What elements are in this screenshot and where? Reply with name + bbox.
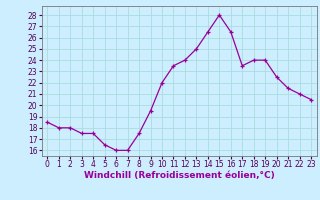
X-axis label: Windchill (Refroidissement éolien,°C): Windchill (Refroidissement éolien,°C): [84, 171, 275, 180]
